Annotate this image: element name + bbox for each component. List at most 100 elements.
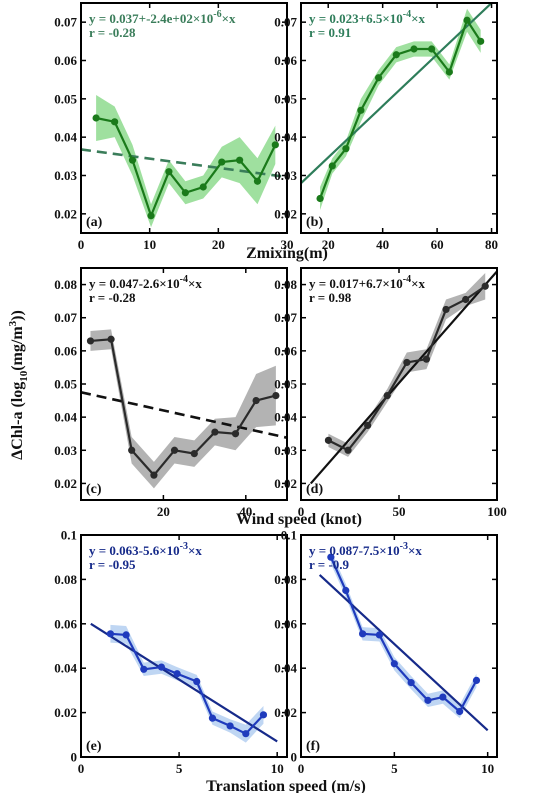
fit-equation: y = 0.037+-2.4e+02×10-6×x: [89, 9, 236, 26]
data-point: [170, 446, 179, 454]
y-tick-label: 0.04: [54, 130, 77, 145]
uncertainty-band: [330, 550, 477, 719]
data-point: [424, 696, 432, 704]
y-tick-label: 0.06: [54, 616, 77, 631]
x-tick-label: 0: [298, 504, 305, 519]
y-tick-label: 0.06: [54, 53, 77, 68]
x-tick-label: 40: [239, 504, 252, 519]
panel-b: 0.02 0.03 0.04 0.05 0.06 0.07 20 40 60 80 y = 0.02…: [274, 2, 498, 252]
data-point: [342, 586, 350, 595]
x-axis-label-wind-speed: Wind speed (knot): [236, 511, 362, 528]
panel-c: 0.02 0.03 0.04 0.05 0.06 0.07 0.08 20 40 y = 0.04…: [54, 267, 288, 519]
y-tick-label: 0.07: [274, 15, 297, 30]
panel-e: 0 0.02 0.04 0.06 0.08 0.1 0 5 10 y = 0.063-5.6×10…: [54, 528, 288, 776]
y-axis-label: ΔChl-a (log10(mg/m3)): [7, 310, 30, 460]
data-point: [463, 16, 471, 24]
x-tick-label: 5: [391, 761, 398, 776]
x-tick-label: 0: [78, 237, 85, 252]
data-point: [462, 295, 470, 304]
uncertainty-band: [96, 95, 276, 228]
fit-equation-base: y = 0.047-2.6×10: [89, 276, 180, 291]
fit-equation-exponent: -4: [180, 274, 188, 285]
panel-label: (d): [306, 482, 323, 497]
data-point: [173, 670, 181, 678]
x-tick-label: 40: [376, 237, 389, 252]
panel-d-plot-area: [309, 270, 497, 485]
y-tick-label: 0.04: [274, 130, 297, 145]
fit-equation: y = 0.063-5.6×10-3×x: [89, 541, 202, 558]
x-tick-label: 20: [212, 237, 225, 252]
x-tick-label: 10: [271, 761, 284, 776]
fit-equation-exponent: -3: [400, 541, 408, 552]
fit-line: [318, 574, 489, 732]
y-tick-label: 0.04: [54, 410, 77, 425]
correlation-label: r = 0.98: [309, 290, 352, 305]
data-point: [327, 553, 335, 561]
data-point: [165, 168, 173, 176]
panel-c-plot-area: [81, 329, 287, 489]
data-point: [403, 358, 411, 367]
fit-equation-tail: ×x: [222, 11, 236, 26]
data-point: [316, 194, 324, 203]
y-axis-label-unit: (mg/m: [9, 326, 26, 371]
y-tick-label: 0.02: [274, 476, 297, 491]
y-tick-label: 0.07: [274, 310, 297, 325]
data-point: [226, 722, 234, 730]
panel-d: 0.02 0.03 0.04 0.05 0.06 0.07 0.08 0 50 100 y = 0.…: [274, 267, 507, 519]
x-tick-label: 10: [481, 761, 494, 776]
data-point: [193, 677, 201, 686]
fit-equation: y = 0.047-2.6×10-4×x: [89, 274, 202, 291]
data-point: [106, 630, 115, 638]
data-point: [272, 392, 280, 400]
x-tick-label: 0: [298, 761, 305, 776]
y-tick-label: 0.05: [274, 91, 297, 106]
panel-label: (e): [86, 739, 102, 754]
data-point: [86, 337, 95, 345]
y-tick-label: 0: [291, 750, 298, 765]
data-point: [259, 711, 268, 719]
x-axis-label-zmixing: Zmixing(m): [246, 245, 328, 262]
fit-equation: y = 0.087-7.5×10-3×x: [309, 541, 422, 558]
y-tick-label: 0.03: [274, 168, 297, 183]
data-point: [359, 630, 367, 638]
x-tick-label: 100: [487, 504, 507, 519]
data-point: [122, 631, 130, 639]
y-tick-label: 0.02: [54, 705, 77, 720]
data-point: [390, 660, 398, 668]
panel-label: (b): [306, 215, 323, 230]
series-line: [110, 632, 265, 736]
data-point: [242, 730, 250, 738]
data-point: [253, 177, 262, 185]
panel-b-plot-area: [301, 3, 493, 210]
panel-label: (f): [306, 739, 320, 754]
data-point: [445, 68, 453, 76]
x-axis-label-translation-speed: Translation speed (m/s): [206, 778, 366, 793]
x-tick-label: 60: [431, 237, 444, 252]
correlation-label: r = 0.91: [309, 25, 351, 40]
data-point: [107, 335, 115, 343]
data-point: [442, 305, 450, 314]
data-point: [271, 141, 279, 149]
y-tick-label: 0.08: [274, 277, 297, 292]
panel-a: 0.02 0.03 0.04 0.05 0.06 0.07 0 10 20 30 y = 0.037…: [54, 2, 294, 252]
fit-equation: y = 0.023+6.5×10-4×x: [309, 9, 425, 26]
data-point: [357, 106, 365, 114]
data-point: [252, 396, 260, 405]
data-point: [111, 118, 119, 126]
fit-equation: y = 0.017+6.7×10-4×x: [309, 274, 425, 291]
data-point: [472, 676, 481, 685]
data-point: [150, 471, 158, 479]
panel-e-frame: [80, 534, 288, 758]
y-tick-label: 0.06: [274, 53, 297, 68]
data-point: [364, 421, 372, 430]
fit-equation-exponent: -3: [180, 541, 188, 552]
y-tick-label: 0.06: [54, 343, 77, 358]
uncertainty-band: [90, 329, 276, 489]
data-point: [147, 212, 155, 220]
fit-equation-base: y = 0.017+6.7×10: [309, 276, 403, 291]
data-point: [392, 51, 400, 59]
y-tick-label: 0.03: [54, 168, 77, 183]
data-point: [211, 428, 219, 436]
panel-f-plot-area: [318, 550, 489, 732]
fit-equation-tail: ×x: [188, 543, 202, 558]
